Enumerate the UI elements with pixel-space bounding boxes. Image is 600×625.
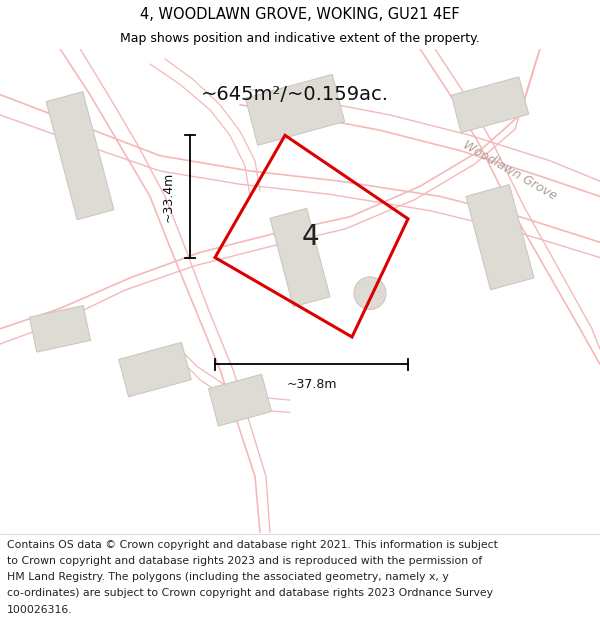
Polygon shape bbox=[46, 92, 114, 220]
Text: Map shows position and indicative extent of the property.: Map shows position and indicative extent… bbox=[120, 31, 480, 44]
Polygon shape bbox=[209, 374, 271, 426]
Text: to Crown copyright and database rights 2023 and is reproduced with the permissio: to Crown copyright and database rights 2… bbox=[7, 556, 482, 566]
Text: 4, WOODLAWN GROVE, WOKING, GU21 4EF: 4, WOODLAWN GROVE, WOKING, GU21 4EF bbox=[140, 7, 460, 22]
Polygon shape bbox=[466, 184, 534, 290]
Polygon shape bbox=[29, 306, 91, 352]
Text: 4: 4 bbox=[301, 223, 319, 251]
Text: Contains OS data © Crown copyright and database right 2021. This information is : Contains OS data © Crown copyright and d… bbox=[7, 540, 498, 550]
Text: ~645m²/~0.159ac.: ~645m²/~0.159ac. bbox=[201, 85, 389, 104]
Polygon shape bbox=[270, 208, 330, 307]
Text: co-ordinates) are subject to Crown copyright and database rights 2023 Ordnance S: co-ordinates) are subject to Crown copyr… bbox=[7, 589, 493, 599]
Text: ~37.8m: ~37.8m bbox=[286, 378, 337, 391]
Polygon shape bbox=[451, 77, 529, 132]
Polygon shape bbox=[119, 342, 191, 397]
Text: Woodlawn Grove: Woodlawn Grove bbox=[461, 139, 559, 203]
Text: HM Land Registry. The polygons (including the associated geometry, namely x, y: HM Land Registry. The polygons (includin… bbox=[7, 572, 449, 582]
Text: 100026316.: 100026316. bbox=[7, 604, 73, 614]
Circle shape bbox=[354, 277, 386, 309]
Polygon shape bbox=[245, 74, 344, 146]
Text: ~33.4m: ~33.4m bbox=[161, 171, 175, 221]
